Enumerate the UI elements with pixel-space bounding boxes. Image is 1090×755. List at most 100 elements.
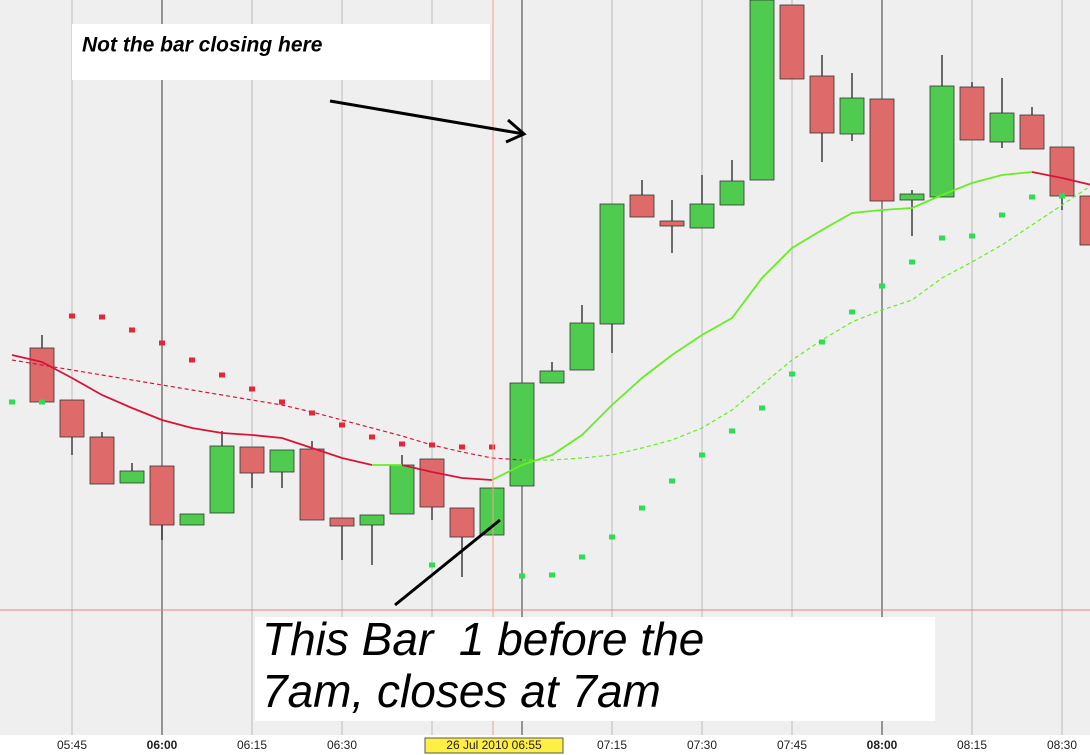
arrow xyxy=(329,99,525,136)
candle-body xyxy=(839,97,865,135)
x-tick-label: 08:00 xyxy=(867,738,898,752)
sar-dot xyxy=(39,399,45,405)
candle-body xyxy=(1019,114,1045,150)
sar-dot xyxy=(909,259,915,265)
x-tick-label: 06:15 xyxy=(237,738,267,752)
x-tick-label: 07:15 xyxy=(597,738,627,752)
candle-body xyxy=(419,458,445,508)
candle-body xyxy=(239,446,265,474)
candle-body xyxy=(539,370,565,384)
candle-body xyxy=(59,399,85,438)
x-tick-label: 07:45 xyxy=(777,738,807,752)
sar-dot xyxy=(429,442,435,448)
sar-dot xyxy=(579,554,585,560)
sar-dot xyxy=(339,422,345,428)
sar-dot xyxy=(489,444,495,450)
sar-dot xyxy=(849,309,855,315)
candle-body xyxy=(689,203,715,229)
ma-line xyxy=(401,464,493,481)
sar-dot xyxy=(609,534,615,540)
sar-dot xyxy=(399,441,405,447)
cursor-label: 26 Jul 2010 06:55 xyxy=(446,738,542,752)
sar-dot xyxy=(759,405,765,411)
x-tick-label: 07:30 xyxy=(687,738,717,752)
x-tick-label: 06:00 xyxy=(147,738,178,752)
candle-body xyxy=(989,112,1015,143)
sar-dot xyxy=(369,434,375,440)
candle-body xyxy=(749,0,775,181)
candle-body xyxy=(119,470,145,484)
sar-dot xyxy=(819,339,825,345)
x-tick-label: 06:30 xyxy=(327,738,357,752)
candle-body xyxy=(509,382,535,487)
candle-body xyxy=(719,180,745,206)
sar-dot xyxy=(669,478,675,484)
note-box xyxy=(72,24,490,80)
candle-body xyxy=(779,4,805,80)
ma-line xyxy=(491,171,1033,481)
note-box xyxy=(255,617,935,721)
sar-dot xyxy=(429,562,435,568)
arrow-head xyxy=(505,118,527,144)
sar-dot xyxy=(189,357,195,363)
sar-dot xyxy=(939,235,945,241)
sar-dot xyxy=(1059,193,1065,199)
sar-dot xyxy=(549,572,555,578)
candle-body xyxy=(29,347,55,403)
candle-body xyxy=(329,517,355,527)
candle-body xyxy=(179,513,205,526)
ma-line xyxy=(522,185,1090,461)
x-tick-label: 08:30 xyxy=(1047,738,1077,752)
sar-dot xyxy=(249,386,255,392)
sar-dot xyxy=(729,428,735,434)
ma-line xyxy=(11,354,373,466)
candle-body xyxy=(629,194,655,218)
sar-dot xyxy=(879,283,885,289)
sar-dot xyxy=(1029,194,1035,200)
sar-dot xyxy=(999,212,1005,218)
candle-body xyxy=(959,86,985,141)
candle-body xyxy=(359,514,385,526)
sar-dot xyxy=(699,452,705,458)
x-tick-label: 08:15 xyxy=(957,738,987,752)
annotation: Not the bar closing here xyxy=(82,34,323,57)
candle-body xyxy=(1049,146,1075,197)
sar-dot xyxy=(519,573,525,579)
candle-body xyxy=(569,322,595,371)
sar-dot xyxy=(279,399,285,405)
sar-dot xyxy=(99,314,105,320)
candle-body xyxy=(1079,195,1090,246)
plot-background xyxy=(0,0,1090,735)
candle-body xyxy=(269,449,295,473)
sar-dot xyxy=(639,505,645,511)
annotation: This Bar 1 before the xyxy=(262,613,704,665)
sar-dot xyxy=(9,399,15,405)
candle-body xyxy=(149,465,175,526)
pointer-line xyxy=(394,518,501,607)
sar-dot xyxy=(159,340,165,346)
sar-dot xyxy=(789,371,795,377)
candle-body xyxy=(449,507,475,538)
candle-body xyxy=(869,98,895,202)
cursor-label-box xyxy=(424,737,564,754)
candle-body xyxy=(929,85,955,198)
x-tick-label: 05:45 xyxy=(57,738,87,752)
ma-line xyxy=(1031,171,1090,186)
candle-body xyxy=(599,203,625,325)
candle-body xyxy=(659,220,685,227)
ma-line xyxy=(11,359,523,461)
sar-dot xyxy=(129,327,135,333)
candle-body xyxy=(899,193,925,201)
sar-dot xyxy=(219,372,225,378)
sar-dot xyxy=(69,313,75,319)
sar-dot xyxy=(459,444,465,450)
sar-dot xyxy=(309,410,315,416)
candle-body xyxy=(809,75,835,134)
annotation: 7am, closes at 7am xyxy=(262,665,661,717)
candle-body xyxy=(89,436,115,485)
candle-body xyxy=(209,445,235,514)
candle-body xyxy=(389,464,415,515)
candle-body xyxy=(299,448,325,521)
sar-dot xyxy=(969,233,975,239)
